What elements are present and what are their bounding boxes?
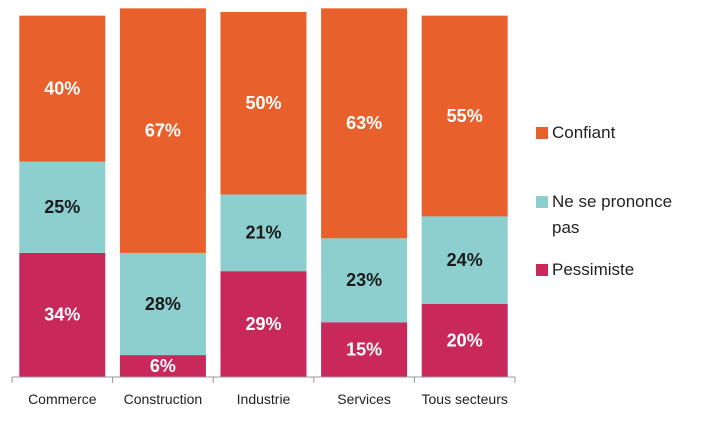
data-label: 15% bbox=[346, 339, 382, 359]
x-tick-label: Construction bbox=[123, 391, 203, 407]
data-label: 24% bbox=[447, 250, 483, 270]
x-tick-label: Services bbox=[337, 391, 391, 407]
data-label: 55% bbox=[447, 106, 483, 126]
data-label: 21% bbox=[245, 223, 281, 243]
bar-segment bbox=[19, 161, 106, 253]
data-label: 23% bbox=[346, 270, 382, 290]
data-label: 25% bbox=[44, 197, 80, 217]
data-label: 29% bbox=[245, 314, 281, 334]
x-tick-label: Industrie bbox=[236, 391, 291, 407]
legend-label: Confiant bbox=[552, 123, 616, 142]
bar-segment bbox=[119, 8, 206, 253]
legend-item: Ne se prononce pas bbox=[536, 189, 704, 241]
bar-segment bbox=[321, 8, 408, 239]
legend-item: Pessimiste bbox=[536, 257, 704, 283]
data-label: 34% bbox=[44, 305, 80, 325]
data-label: 28% bbox=[145, 294, 181, 314]
bar-segment bbox=[220, 271, 307, 377]
bar-segment bbox=[119, 252, 206, 356]
x-tick-label: Commerce bbox=[28, 391, 97, 407]
data-label: 6% bbox=[150, 356, 176, 376]
data-label: 20% bbox=[447, 330, 483, 350]
x-tick-label: Tous secteurs bbox=[421, 391, 508, 407]
legend-swatch bbox=[536, 196, 548, 208]
bar-segment bbox=[421, 304, 508, 377]
bar-segment bbox=[19, 252, 106, 377]
bar-segment bbox=[321, 238, 408, 323]
bar-segment bbox=[19, 15, 106, 162]
legend-item: Confiant bbox=[536, 120, 704, 146]
data-label: 63% bbox=[346, 113, 382, 133]
bar-segment bbox=[220, 194, 307, 272]
bar-segment bbox=[421, 216, 508, 304]
bar-segment bbox=[119, 355, 206, 377]
legend-swatch bbox=[536, 264, 548, 276]
bar-segment bbox=[220, 12, 307, 195]
legend-label: Ne se prononce pas bbox=[552, 192, 673, 237]
bar-segment bbox=[421, 15, 508, 217]
legend-label: Pessimiste bbox=[552, 260, 635, 279]
data-label: 50% bbox=[245, 93, 281, 113]
bar-segment bbox=[321, 322, 408, 377]
data-label: 40% bbox=[44, 78, 80, 98]
legend-swatch bbox=[536, 127, 548, 139]
data-label: 67% bbox=[145, 120, 181, 140]
